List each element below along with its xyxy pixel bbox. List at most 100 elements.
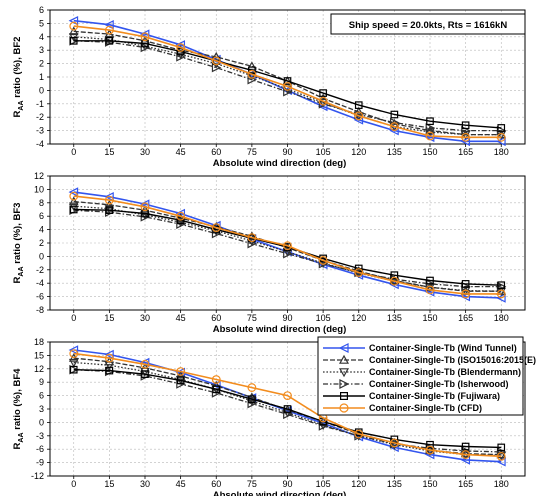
data-point — [68, 353, 79, 362]
data-point — [461, 450, 471, 459]
data-point — [247, 398, 258, 409]
x-tick-label: 90 — [282, 479, 292, 489]
data-point — [425, 123, 436, 133]
legend-label: Container-Single-Tb (Isherwood) — [369, 379, 509, 389]
data-point — [68, 345, 79, 355]
data-point — [496, 289, 506, 299]
x-tick-label: 120 — [351, 479, 366, 489]
x-tick-label: 75 — [247, 479, 257, 489]
y-axis-label: RAA ratio (%), BF4 — [12, 368, 25, 450]
data-point — [426, 276, 434, 285]
x-tick-label: 105 — [316, 147, 331, 157]
data-point — [354, 429, 364, 439]
x-tick-label: 60 — [211, 479, 221, 489]
x-tick-label: 180 — [494, 313, 509, 323]
data-point — [105, 366, 114, 375]
data-point — [426, 440, 434, 449]
data-point — [461, 121, 470, 130]
legend-marker — [339, 379, 350, 389]
y-tick-label: -2 — [36, 265, 44, 275]
data-point — [389, 122, 399, 131]
x-tick-label: 15 — [104, 479, 114, 489]
x-tick-label: 150 — [422, 147, 437, 157]
y-tick-label: 0 — [39, 85, 44, 95]
y-tick-label: 1 — [39, 72, 44, 82]
y-tick-label: -3 — [36, 126, 44, 136]
y-tick-label: -2 — [36, 112, 44, 122]
x-tick-label: 0 — [71, 313, 76, 323]
data-point — [390, 271, 399, 279]
x-tick-label: 60 — [211, 147, 221, 157]
x-tick-label: 30 — [140, 147, 150, 157]
data-point — [248, 395, 256, 404]
x-tick-label: 120 — [351, 147, 366, 157]
legend-frame — [317, 336, 524, 416]
series-line — [73, 195, 502, 295]
data-point — [282, 248, 293, 257]
x-tick-label: 0 — [71, 479, 76, 489]
data-point — [496, 132, 506, 142]
data-point — [389, 117, 400, 128]
data-point — [497, 281, 506, 290]
y-tick-label: -4 — [36, 139, 44, 149]
series-line — [73, 352, 502, 458]
data-point — [389, 438, 399, 448]
legend-marker — [338, 368, 350, 378]
x-tick-label: 150 — [422, 479, 437, 489]
y-tick-label: -3 — [36, 431, 44, 441]
data-point — [211, 56, 221, 66]
series-line — [73, 25, 502, 139]
data-point — [318, 96, 328, 106]
data-point — [69, 349, 79, 359]
y-tick-label: -8 — [36, 305, 44, 315]
data-point — [104, 25, 114, 35]
data-point — [69, 205, 78, 214]
data-point — [175, 370, 186, 380]
data-point — [68, 358, 79, 368]
data-point — [140, 211, 150, 220]
data-point — [318, 256, 328, 265]
data-point — [497, 443, 506, 452]
y-tick-label: 18 — [34, 337, 44, 347]
data-point — [69, 21, 79, 31]
data-point — [283, 81, 292, 91]
data-point — [389, 125, 399, 136]
y-tick-label: 9 — [39, 377, 44, 387]
data-point — [354, 268, 364, 277]
y-axis-label: RAA ratio (%), BF3 — [12, 203, 25, 284]
data-point — [354, 101, 363, 109]
data-point — [68, 187, 79, 197]
series-line — [73, 40, 502, 132]
data-point — [247, 233, 257, 243]
y-tick-label: 5 — [39, 18, 44, 28]
x-tick-label: 105 — [316, 479, 331, 489]
data-point — [69, 365, 78, 374]
y-tick-label: 2 — [39, 59, 44, 69]
y-tick-label: -1 — [36, 99, 44, 109]
data-point — [176, 219, 186, 230]
data-point — [425, 131, 435, 141]
legend-marker — [339, 403, 349, 413]
data-point — [461, 280, 470, 288]
data-point — [211, 51, 222, 61]
data-point — [140, 359, 150, 369]
x-tick-label: 90 — [282, 147, 292, 157]
x-tick-label: 105 — [316, 313, 331, 323]
x-tick-label: 75 — [247, 313, 257, 323]
y-tick-label: -6 — [36, 444, 44, 454]
y-tick-label: -6 — [36, 292, 44, 302]
y-tick-label: 0 — [39, 417, 44, 427]
y-tick-label: 2 — [39, 238, 44, 248]
data-point — [104, 353, 114, 363]
legend-marker — [338, 343, 349, 353]
data-point — [390, 110, 399, 119]
data-point — [105, 36, 114, 45]
data-point — [68, 26, 79, 36]
data-point — [175, 213, 186, 222]
x-tick-label: 135 — [387, 313, 402, 323]
x-tick-label: 135 — [387, 147, 402, 157]
x-tick-label: 90 — [282, 313, 292, 323]
data-point — [247, 72, 257, 81]
data-point — [461, 446, 471, 456]
